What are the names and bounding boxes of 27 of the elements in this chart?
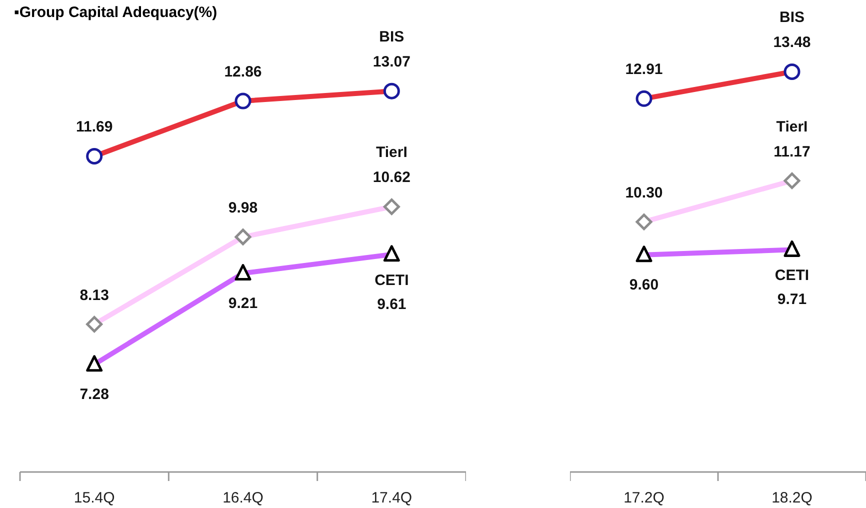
data-label: 8.13 [80, 286, 109, 304]
text: TierI [776, 118, 808, 136]
data-label: 11.69 [76, 118, 113, 136]
series-label: CETI [774, 267, 810, 284]
data-label: 9.61 [377, 296, 406, 313]
data-label: 11.17 [774, 143, 810, 160]
data-label: 10.30 [625, 184, 663, 202]
data-label: 7.28 [80, 386, 109, 403]
text: TierI [376, 144, 408, 162]
data-label: 10.62 [372, 169, 410, 186]
text: BIS [379, 28, 404, 46]
series-label: CETI [374, 272, 409, 289]
x-tick-label: 18.2Q [772, 490, 812, 506]
data-label: 9.98 [228, 199, 258, 216]
chart-title: ▪Group Capital Adequacy(%) [14, 4, 218, 21]
x-tick-label: 15.4Q [74, 490, 115, 506]
data-label: 13.48 [773, 34, 811, 52]
data-label: 9.21 [228, 294, 258, 312]
x-tick-label: 17.4Q [371, 490, 412, 506]
x-tick-label: 16.4Q [222, 490, 264, 506]
data-label: 12.86 [224, 64, 262, 81]
data-label: 9.60 [629, 276, 659, 294]
text: BIS [779, 9, 805, 26]
data-label: 9.71 [777, 291, 807, 308]
data-label: 12.91 [625, 61, 663, 78]
data-label: 13.07 [372, 54, 410, 71]
x-tick-label: 17.2Q [624, 490, 664, 506]
